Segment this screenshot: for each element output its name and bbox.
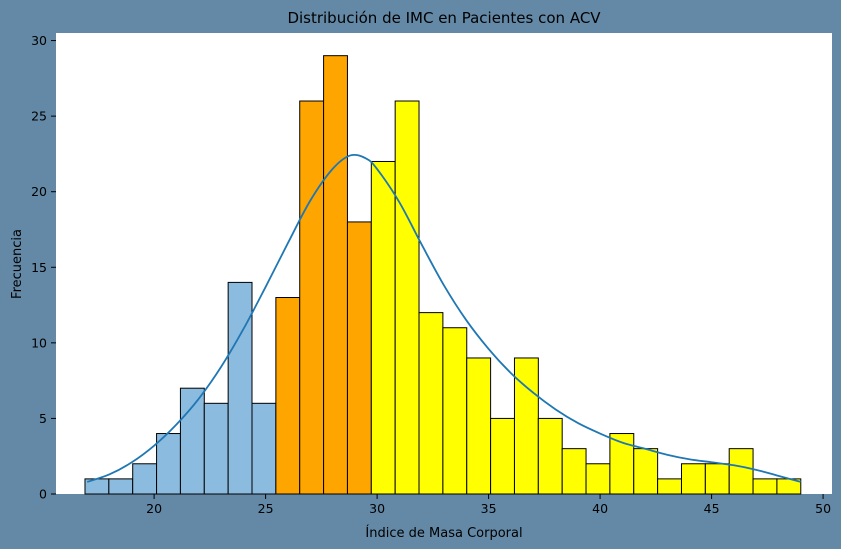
histogram-bar — [418, 312, 444, 495]
histogram-bar — [346, 221, 372, 495]
kde-curve — [86, 153, 802, 483]
histogram-bar — [323, 55, 348, 495]
y-tick-label: 30 — [31, 33, 47, 48]
y-tick-label: 20 — [31, 184, 47, 199]
histogram-bar — [275, 297, 301, 495]
histogram-bar — [585, 463, 611, 495]
chart-title: Distribución de IMC en Pacientes con ACV — [287, 9, 601, 27]
histogram-bar — [728, 448, 754, 495]
histogram-bar — [704, 463, 730, 495]
histogram-bar — [442, 327, 468, 495]
x-tick-label: 40 — [592, 501, 608, 516]
x-tick-label: 20 — [146, 501, 162, 516]
x-tick-label: 30 — [369, 501, 385, 516]
x-axis: 20 25 30 35 40 45 50 — [146, 494, 831, 516]
y-tick-label: 15 — [31, 260, 47, 275]
x-tick-label: 35 — [481, 501, 497, 516]
histogram-bar — [108, 478, 134, 495]
histogram-bar — [490, 417, 515, 495]
histogram-bar — [680, 463, 706, 495]
histogram-bars — [84, 55, 802, 495]
y-axis: 0 5 10 15 20 25 30 — [31, 33, 56, 502]
histogram-bar — [752, 478, 778, 495]
y-tick-label: 0 — [39, 487, 47, 502]
histogram-bar — [203, 402, 229, 495]
histogram-bar — [561, 448, 587, 495]
y-tick-label: 25 — [31, 109, 47, 124]
x-tick-label: 50 — [815, 501, 831, 516]
histogram-bar — [179, 387, 205, 495]
histogram-bar — [132, 463, 158, 495]
y-axis-label: Frecuencia — [10, 229, 25, 299]
histogram-bar — [394, 100, 420, 495]
histogram-bar — [227, 281, 253, 495]
histogram-bar — [299, 100, 325, 495]
histogram-bar — [537, 417, 563, 495]
x-axis-label: Índice de Masa Corporal — [365, 525, 522, 541]
histogram-bar — [370, 160, 396, 495]
histogram-bar — [466, 357, 492, 495]
histogram-bar — [633, 448, 659, 495]
y-tick-label: 10 — [31, 335, 47, 350]
histogram-bar — [251, 402, 277, 495]
x-tick-label: 25 — [258, 501, 274, 516]
histogram-bar — [156, 433, 181, 495]
x-tick-label: 45 — [704, 501, 720, 516]
histogram-bar — [513, 357, 539, 495]
y-tick-label: 5 — [39, 411, 47, 426]
histogram-bar — [657, 478, 682, 495]
